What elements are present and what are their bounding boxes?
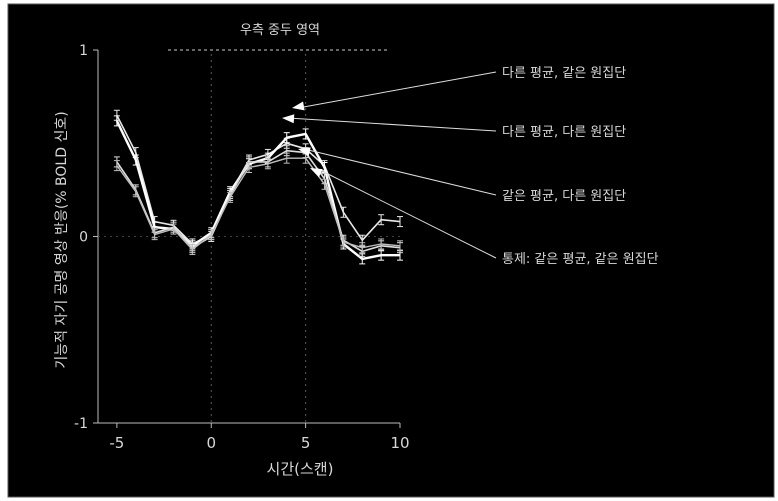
annotation-arrow-line <box>303 148 497 196</box>
annotation-arrowhead <box>292 101 305 111</box>
chart-background <box>7 3 775 498</box>
x-tick-label: -5 <box>109 434 124 452</box>
annotation-label: 통제: 같은 평균, 같은 원집단 <box>502 252 659 267</box>
plot-area <box>113 109 403 265</box>
x-tick-label: 5 <box>301 434 311 452</box>
x-tick-label: 10 <box>390 434 409 452</box>
series-line-2 <box>115 120 400 261</box>
annotation-arrowhead <box>298 147 311 157</box>
annotation-arrow-line <box>287 117 497 132</box>
chart-title: 우측 중두 영역 <box>240 23 320 38</box>
x-tick-label: 0 <box>206 434 216 452</box>
annotation-label: 다른 평균, 같은 원집단 <box>502 66 626 81</box>
annotation-arrow-line <box>315 167 497 259</box>
annotation-arrowhead <box>282 114 295 124</box>
y-axis-label: 기능적 자기 공명 영상 반응(% BOLD 신호) <box>54 111 70 368</box>
annotation-label: 다른 평균, 다른 원집단 <box>502 125 626 140</box>
y-tick-label: -1 <box>74 416 88 432</box>
axes: -1 0 1 -5 0 5 10 <box>74 43 410 452</box>
x-axis-label: 시간(스캔) <box>267 460 334 478</box>
annotation-arrowhead <box>310 168 323 178</box>
series-line-3 <box>116 149 401 253</box>
y-tick-label: 0 <box>79 230 88 246</box>
y-tick-label: 1 <box>79 43 88 59</box>
annotation-label: 같은 평균, 다른 원집단 <box>502 189 626 204</box>
annotation-arrow-line <box>297 71 497 109</box>
series-line-4 <box>116 157 401 251</box>
series-line-1 <box>116 114 401 245</box>
